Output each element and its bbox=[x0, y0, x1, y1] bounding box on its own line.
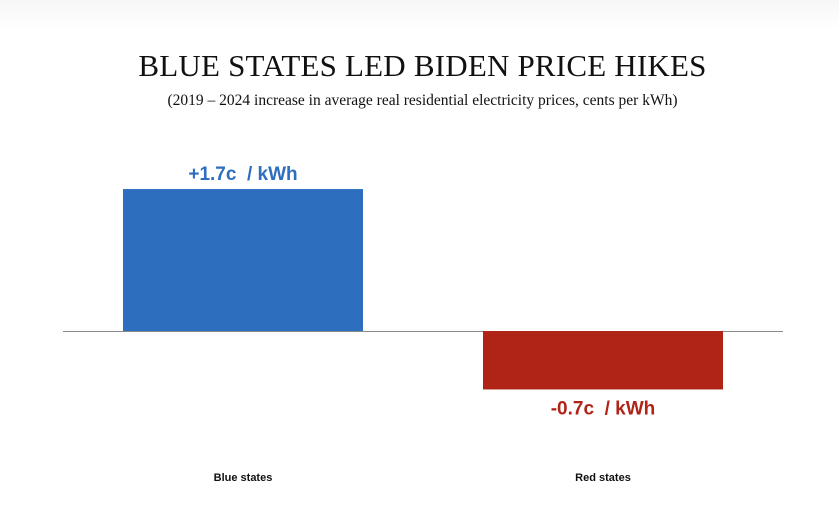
category-label-red-states: Red states bbox=[575, 472, 631, 484]
bar-blue-states bbox=[123, 189, 363, 331]
bar-red-states bbox=[483, 331, 723, 390]
data-label-red-states: -0.7c / kWh bbox=[551, 398, 656, 419]
category-label-blue-states: Blue states bbox=[214, 472, 273, 484]
data-label-blue-states: +1.7c / kWh bbox=[188, 164, 297, 185]
chart-title: BLUE STATES LED BIDEN PRICE HIKES bbox=[138, 48, 707, 83]
chart-subtitle: (2019 – 2024 increase in average real re… bbox=[167, 92, 678, 109]
